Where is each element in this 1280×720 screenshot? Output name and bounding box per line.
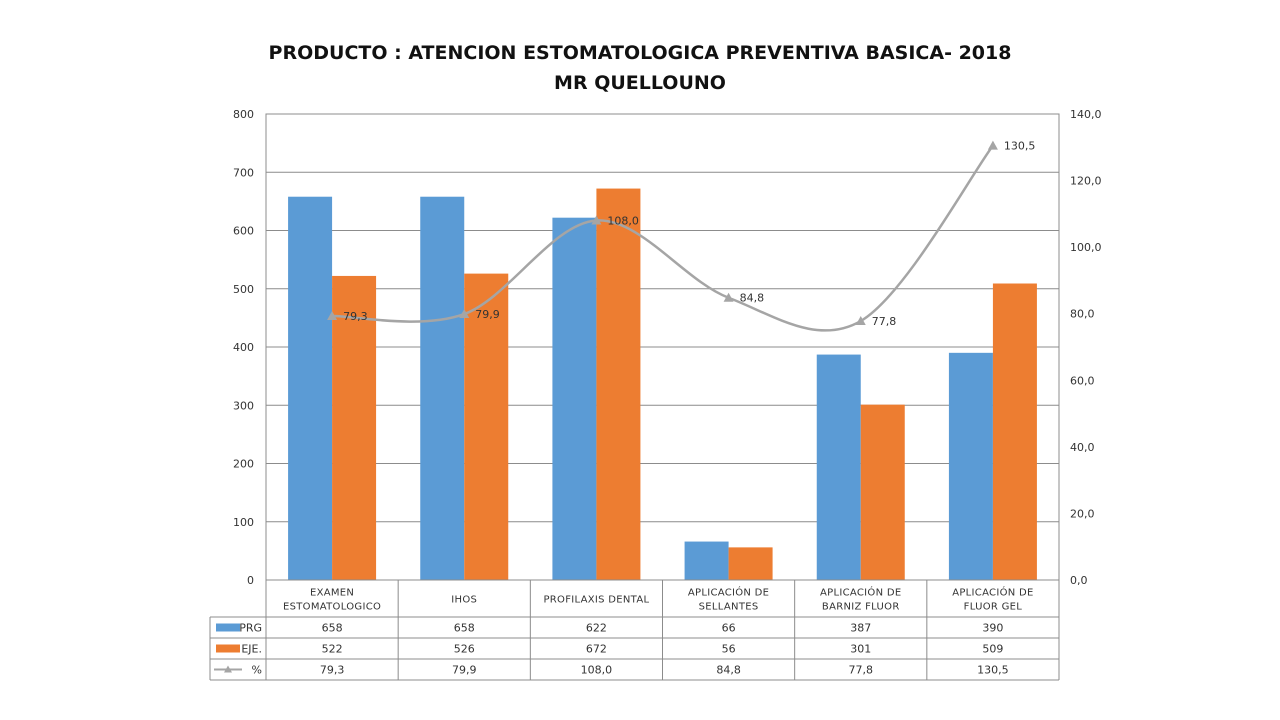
category-label: APLICACIÓN DE bbox=[952, 586, 1033, 599]
table-cell: 130,5 bbox=[977, 664, 1009, 677]
category-label: PROFILAXIS DENTAL bbox=[543, 595, 649, 606]
y-right-tick-label: 100,0 bbox=[1070, 241, 1102, 254]
bar-eje bbox=[596, 188, 641, 580]
y-right-tick-label: 40,0 bbox=[1070, 441, 1095, 454]
y-left-tick-label: 700 bbox=[233, 166, 254, 179]
percent-data-label: 108,0 bbox=[607, 215, 639, 228]
y-right-tick-label: 20,0 bbox=[1070, 507, 1095, 520]
category-label: FLUOR GEL bbox=[964, 602, 1023, 613]
y-right-tick-label: 120,0 bbox=[1070, 175, 1102, 188]
percent-point bbox=[855, 316, 866, 326]
chart-title: PRODUCTO : ATENCION ESTOMATOLOGICA PREVE… bbox=[268, 42, 1012, 64]
table-cell: 658 bbox=[322, 622, 343, 635]
table-cell: 658 bbox=[454, 622, 475, 635]
bar-prg bbox=[816, 354, 861, 580]
percent-point bbox=[459, 309, 470, 319]
table-cell: 84,8 bbox=[716, 664, 741, 677]
table-cell: 390 bbox=[982, 622, 1003, 635]
bar-prg bbox=[684, 541, 729, 580]
bar-eje bbox=[728, 547, 773, 580]
bar-prg bbox=[288, 196, 333, 580]
table-cell: 622 bbox=[586, 622, 607, 635]
y-left-tick-label: 600 bbox=[233, 225, 254, 238]
y-left-tick-label: 300 bbox=[233, 399, 254, 412]
bar-prg bbox=[948, 352, 993, 580]
percent-data-label: 79,9 bbox=[475, 308, 500, 321]
category-label: APLICACIÓN DE bbox=[688, 586, 769, 599]
percent-point bbox=[327, 311, 338, 321]
legend-key-eje bbox=[216, 644, 240, 653]
category-label: APLICACIÓN DE bbox=[820, 586, 901, 599]
bar-prg bbox=[420, 196, 465, 580]
y-left-tick-label: 0 bbox=[247, 574, 254, 587]
legend-entry-: % bbox=[252, 664, 262, 677]
y-left-tick-label: 800 bbox=[233, 108, 254, 121]
bar-prg bbox=[552, 217, 597, 580]
table-cell: 672 bbox=[586, 643, 607, 656]
category-label: SELLANTES bbox=[699, 602, 759, 613]
legend-key-prg bbox=[216, 623, 240, 632]
y-left-tick-label: 200 bbox=[233, 458, 254, 471]
table-cell: 509 bbox=[982, 643, 1003, 656]
category-label: IHOS bbox=[451, 595, 477, 606]
y-right-tick-label: 140,0 bbox=[1070, 108, 1102, 121]
y-right-tick-label: 80,0 bbox=[1070, 308, 1095, 321]
category-label: ESTOMATOLOGICO bbox=[283, 602, 381, 613]
percent-point bbox=[987, 140, 998, 150]
table-cell: 79,9 bbox=[452, 664, 477, 677]
percent-data-label: 84,8 bbox=[740, 292, 765, 305]
percent-data-label: 79,3 bbox=[343, 310, 368, 323]
table-cell: 79,3 bbox=[320, 664, 345, 677]
chart-subtitle: MR QUELLOUNO bbox=[554, 72, 726, 94]
legend-entry-prg: PRG bbox=[239, 622, 262, 635]
percent-point bbox=[591, 215, 602, 225]
table-cell: 301 bbox=[850, 643, 871, 656]
table-cell: 526 bbox=[454, 643, 475, 656]
percent-data-label: 77,8 bbox=[872, 315, 897, 328]
legend-key-percent-marker bbox=[224, 665, 232, 673]
legend-entry-eje: EJE. bbox=[241, 643, 262, 656]
table-cell: 387 bbox=[850, 622, 871, 635]
table-cell: 66 bbox=[722, 622, 736, 635]
category-label: EXAMEN bbox=[310, 588, 354, 599]
bar-eje bbox=[332, 275, 377, 580]
category-label: BARNIZ FLUOR bbox=[822, 602, 900, 613]
table-cell: 77,8 bbox=[849, 664, 874, 677]
table-cell: 108,0 bbox=[581, 664, 613, 677]
table-cell: 56 bbox=[722, 643, 736, 656]
table-cell: 522 bbox=[322, 643, 343, 656]
bar-eje bbox=[464, 273, 509, 580]
y-right-tick-label: 60,0 bbox=[1070, 374, 1095, 387]
percent-point bbox=[723, 292, 734, 302]
chart-title-block: PRODUCTO : ATENCION ESTOMATOLOGICA PREVE… bbox=[0, 38, 1280, 98]
percent-data-label: 130,5 bbox=[1004, 140, 1036, 153]
y-left-tick-label: 500 bbox=[233, 283, 254, 296]
bar-eje bbox=[860, 404, 905, 580]
bar-eje bbox=[992, 283, 1037, 580]
y-right-tick-label: 0,0 bbox=[1070, 574, 1088, 587]
y-left-tick-label: 100 bbox=[233, 516, 254, 529]
y-left-tick-label: 400 bbox=[233, 341, 254, 354]
